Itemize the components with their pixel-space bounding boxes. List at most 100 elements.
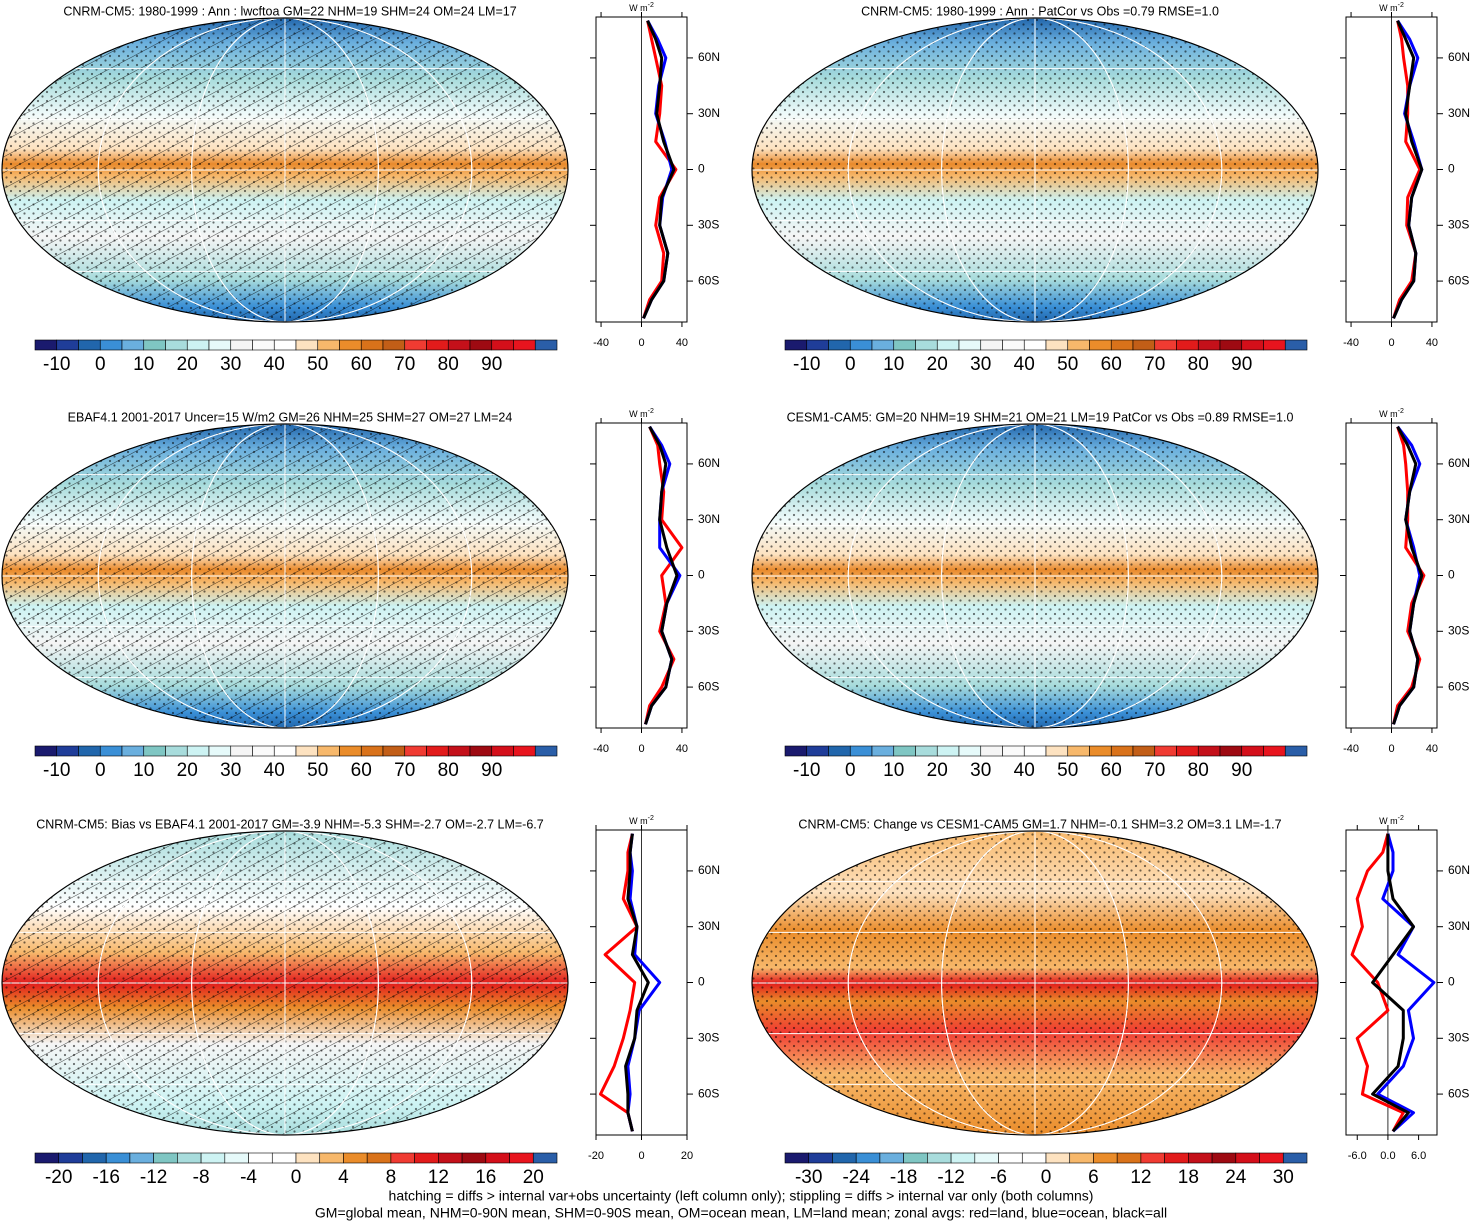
colorbar-swatch: [153, 1152, 178, 1164]
unit-power: -2: [1398, 2, 1404, 9]
x-tick-label: 0: [638, 1150, 644, 1162]
colorbar-label: 50: [307, 354, 328, 375]
colorbar-swatch: [208, 339, 232, 351]
y-tick-label: 60N: [698, 50, 720, 64]
colorbar-swatch: [936, 339, 960, 351]
colorbar-swatch: [177, 1152, 202, 1164]
colorbar-swatch: [438, 1152, 463, 1164]
unit-text: W m: [1379, 409, 1398, 419]
colorbar-label: 40: [1014, 354, 1035, 375]
colorbar-swatch: [1023, 745, 1047, 757]
colorbar-swatch: [784, 1152, 810, 1164]
colorbar-swatch: [447, 745, 471, 757]
zonal-line: [1392, 20, 1424, 319]
colorbar-swatch: [360, 745, 384, 757]
colorbar-swatch: [252, 745, 275, 757]
colorbar-swatch: [1045, 745, 1069, 757]
y-tick-label: 60N: [1448, 50, 1470, 64]
colorbar-swatch: [1164, 1152, 1189, 1164]
colorbar-swatch: [186, 339, 210, 351]
colorbar-label: -10: [793, 760, 820, 781]
colorbar-swatch: [143, 339, 166, 351]
colorbar-swatch: [1132, 339, 1156, 351]
colorbar-swatch: [105, 1152, 131, 1164]
zonal-line: [644, 425, 679, 725]
colorbar-swatch: [1002, 745, 1025, 757]
map-outline: [1, 830, 569, 1136]
unit-text: W m: [629, 816, 648, 826]
colorbar-label: 0: [95, 354, 106, 375]
colorbar-swatch: [849, 339, 873, 351]
y-tick-label: 0: [698, 568, 705, 582]
colorbar-swatch: [273, 745, 297, 757]
colorbar-swatch: [1045, 339, 1069, 351]
colorbar-label: 70: [1144, 354, 1165, 375]
colorbar-swatch: [893, 339, 916, 351]
unit-power: -2: [648, 2, 654, 9]
colorbar-label: -24: [842, 1167, 870, 1188]
x-tick-label: 6.0: [1411, 1150, 1426, 1162]
colorbar-swatch: [1045, 1152, 1071, 1164]
colorbar-swatch: [832, 1152, 857, 1164]
colorbar-swatch: [121, 339, 145, 351]
colorbar-label: 20: [177, 760, 198, 781]
colorbar-swatch: [56, 339, 79, 351]
colorbar-label: 24: [1225, 1167, 1247, 1188]
colorbar-swatch: [339, 339, 362, 351]
colorbar-label: 0: [95, 760, 106, 781]
colorbar-label: 90: [1231, 354, 1252, 375]
colorbar-swatch: [404, 339, 427, 351]
y-tick-label: 0: [1448, 975, 1455, 989]
colorbar-label: -30: [795, 1167, 822, 1188]
colorbar-swatch: [855, 1152, 881, 1164]
unit-label: W m-2: [629, 408, 654, 420]
colorbar-swatch: [532, 1152, 558, 1164]
panel-title: CNRM-CM5: 1980-1999 : Ann : PatCor vs Ob…: [861, 4, 1219, 18]
colorbar-label: 0: [845, 354, 856, 375]
zonal-line: [1371, 833, 1415, 1133]
unit-text: W m: [629, 409, 648, 419]
panel-title: CNRM-CM5: Bias vs EBAF4.1 2001-2017 GM=-…: [36, 817, 544, 831]
colorbar-swatch: [343, 1152, 368, 1164]
colorbar-swatch: [1002, 339, 1025, 351]
colorbar-label: 80: [1188, 354, 1209, 375]
colorbar-swatch: [903, 1152, 928, 1164]
colorbar-label: 20: [523, 1167, 544, 1188]
colorbar-swatch: [485, 1152, 510, 1164]
colorbar-label: 20: [927, 354, 948, 375]
colorbar-swatch: [295, 339, 319, 351]
unit-power: -2: [648, 408, 654, 415]
colorbar-label: 70: [1144, 760, 1165, 781]
colorbar-swatch: [99, 745, 123, 757]
colorbar-label: 30: [1273, 1167, 1294, 1188]
colorbar-label: 90: [1231, 760, 1252, 781]
colorbar-swatch: [958, 745, 982, 757]
colorbar-label: 0: [291, 1167, 302, 1188]
colorbar-swatch: [950, 1152, 976, 1164]
colorbar-swatch: [1211, 1152, 1237, 1164]
colorbar-label: -12: [937, 1167, 964, 1188]
colorbar-swatch: [1154, 339, 1177, 351]
zonal-line: [599, 833, 639, 1132]
colorbar-label: 10: [133, 354, 154, 375]
colorbar-swatch: [1140, 1152, 1165, 1164]
y-tick-label: 0: [698, 162, 705, 176]
zonal-line: [1376, 833, 1436, 1133]
colorbar-swatch: [339, 745, 362, 757]
colorbar-swatch: [1241, 339, 1264, 351]
colorbar-swatch: [1197, 745, 1221, 757]
unit-label: W m-2: [1379, 2, 1404, 14]
colorbar-swatch: [980, 745, 1003, 757]
colorbar-swatch: [927, 1152, 952, 1164]
colorbar-label: -20: [45, 1167, 72, 1188]
map-outline: [1, 423, 569, 729]
colorbar-swatch: [186, 745, 210, 757]
colorbar-swatch: [806, 745, 829, 757]
colorbar-swatch: [230, 339, 253, 351]
x-tick-label: -20: [588, 1150, 604, 1162]
colorbar-label: -10: [43, 354, 70, 375]
colorbar-swatch: [1110, 745, 1134, 757]
colorbar-swatch: [1235, 1152, 1260, 1164]
colorbar-swatch: [390, 1152, 415, 1164]
y-tick-label: 60S: [1448, 679, 1469, 693]
